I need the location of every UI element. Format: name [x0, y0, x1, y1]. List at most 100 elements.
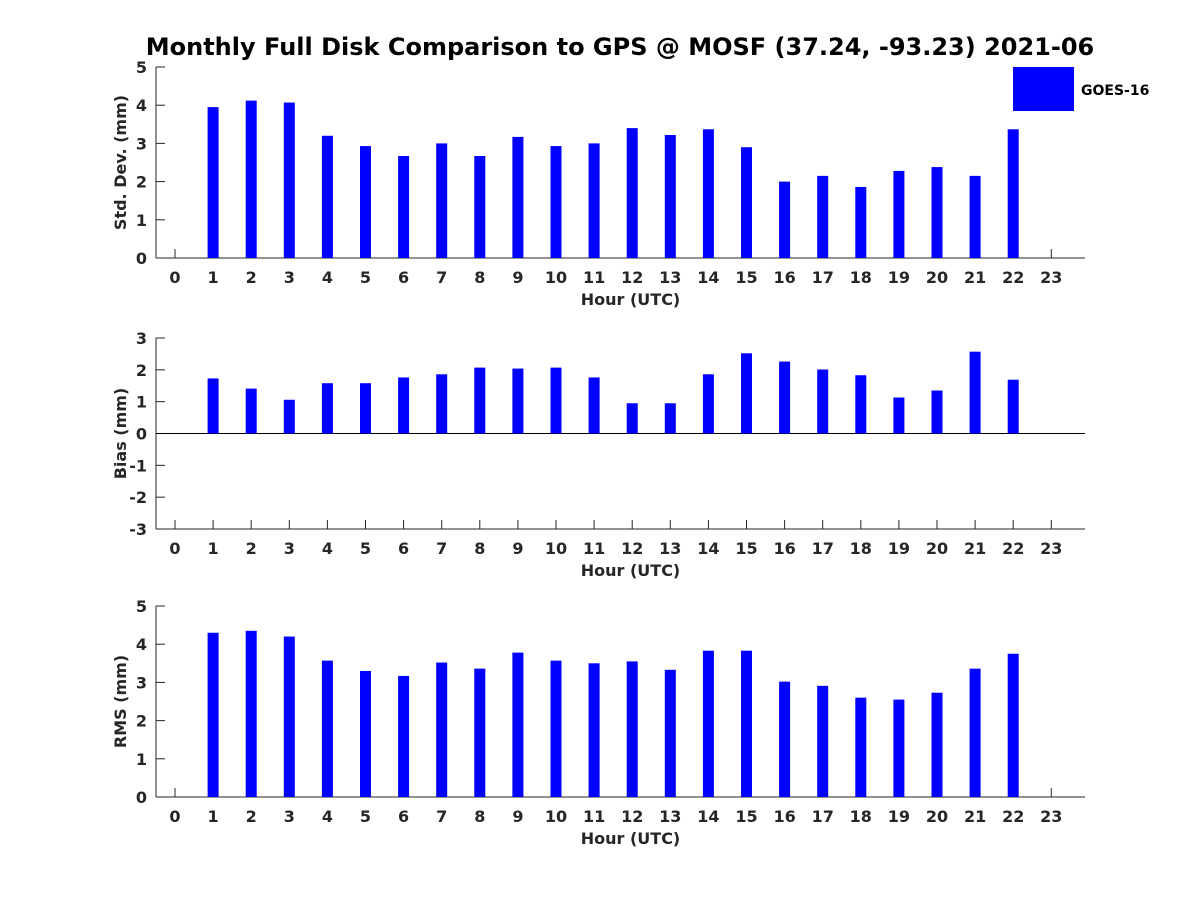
bar [931, 167, 943, 258]
x-tick-label: 12 [621, 539, 643, 558]
y-axis-label: RMS (mm) [111, 655, 130, 748]
bar [893, 170, 905, 258]
y-tick-label: 2 [136, 173, 147, 192]
x-tick-label: 9 [512, 268, 523, 287]
bar [245, 100, 257, 258]
x-tick-label: 18 [850, 268, 872, 287]
bar [588, 377, 600, 434]
legend-swatch [1013, 67, 1074, 111]
y-tick-label: 3 [136, 134, 147, 153]
x-tick-label: 2 [246, 268, 257, 287]
x-tick-label: 10 [545, 807, 567, 826]
chart-title: Monthly Full Disk Comparison to GPS @ MO… [146, 33, 1094, 61]
y-tick-label: 2 [136, 361, 147, 380]
bar [321, 660, 333, 797]
x-tick-label: 0 [169, 807, 180, 826]
x-tick-label: 3 [284, 807, 295, 826]
y-axis-label: Std. Dev. (mm) [111, 95, 130, 230]
x-tick-label: 7 [436, 268, 447, 287]
y-tick-label: 0 [136, 788, 147, 807]
x-tick-label: 16 [773, 268, 795, 287]
y-tick-label: 4 [136, 635, 147, 654]
x-tick-label: 3 [284, 268, 295, 287]
x-tick-label: 5 [360, 807, 371, 826]
bar [969, 175, 981, 258]
bar [931, 692, 943, 797]
bar [283, 102, 295, 258]
legend-label: GOES-16 [1081, 83, 1149, 99]
x-tick-label: 18 [850, 807, 872, 826]
x-tick-label: 9 [512, 539, 523, 558]
bar [855, 697, 867, 797]
x-tick-label: 15 [735, 539, 757, 558]
x-tick-label: 12 [621, 268, 643, 287]
bar [893, 397, 905, 434]
bar [741, 650, 752, 797]
x-tick-label: 8 [474, 539, 485, 558]
y-tick-label: -3 [129, 520, 147, 539]
bar [1007, 129, 1019, 258]
bar [626, 661, 638, 797]
x-tick-label: 0 [169, 539, 180, 558]
y-tick-label: 0 [136, 249, 147, 268]
x-tick-label: 4 [322, 539, 333, 558]
bar [207, 378, 219, 434]
bar [283, 399, 295, 434]
x-tick-label: 16 [773, 539, 795, 558]
bar [550, 367, 562, 434]
x-tick-label: 10 [545, 539, 567, 558]
x-tick-label: 8 [474, 268, 485, 287]
x-tick-label: 12 [621, 807, 643, 826]
y-tick-label: 3 [136, 673, 147, 692]
bar [360, 146, 371, 258]
x-tick-label: 8 [474, 807, 485, 826]
legend: GOES-16 [1013, 67, 1149, 111]
x-tick-label: 5 [360, 268, 371, 287]
y-tick-label: 1 [136, 393, 147, 412]
x-tick-label: 0 [169, 268, 180, 287]
x-tick-label: 16 [773, 807, 795, 826]
bar [588, 663, 600, 797]
bar [1007, 653, 1019, 797]
bar [245, 630, 257, 797]
bar [664, 134, 676, 258]
x-tick-label: 21 [964, 268, 986, 287]
bar [474, 367, 486, 434]
x-tick-label: 4 [322, 807, 333, 826]
y-axis-label: Bias (mm) [111, 388, 130, 480]
x-tick-label: 15 [735, 268, 757, 287]
x-tick-label: 22 [1002, 807, 1024, 826]
bar [321, 135, 333, 258]
x-tick-label: 4 [322, 268, 333, 287]
bar [398, 675, 410, 797]
bar [512, 136, 524, 258]
bar [931, 390, 943, 434]
bar [702, 129, 714, 258]
x-tick-label: 17 [812, 268, 834, 287]
bar [817, 175, 829, 258]
x-tick-label: 11 [583, 807, 605, 826]
x-tick-label: 17 [812, 539, 834, 558]
bar [779, 181, 791, 258]
x-tick-label: 1 [208, 268, 219, 287]
x-tick-label: 5 [360, 539, 371, 558]
bar [550, 660, 562, 797]
x-tick-label: 11 [583, 268, 605, 287]
x-tick-label: 7 [436, 539, 447, 558]
x-tick-label: 13 [659, 807, 681, 826]
x-tick-label: 10 [545, 268, 567, 287]
y-tick-label: 3 [136, 329, 147, 348]
y-tick-label: -2 [129, 488, 147, 507]
bar [969, 668, 981, 797]
x-tick-label: 19 [888, 539, 910, 558]
bar [474, 668, 486, 797]
x-tick-label: 15 [735, 807, 757, 826]
x-tick-label: 13 [659, 539, 681, 558]
x-tick-label: 23 [1040, 807, 1062, 826]
bar [702, 374, 714, 434]
bar [817, 685, 829, 797]
y-tick-label: 2 [136, 712, 147, 731]
bar [969, 351, 981, 434]
